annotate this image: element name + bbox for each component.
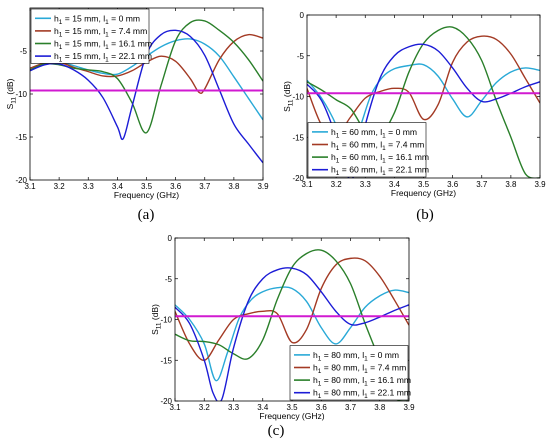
x-axis-label: Frequency (GHz)	[391, 188, 456, 198]
x-tick-label: 3.3	[360, 180, 372, 189]
y-tick-label: -10	[15, 90, 27, 99]
x-tick-label: 3.3	[228, 403, 240, 412]
y-tick-label: -15	[15, 133, 27, 142]
legend-entry-label: h1​ = 60 mm, l1​ = 22.1 mm	[331, 165, 429, 178]
x-tick-label: 3.4	[257, 403, 269, 412]
x-tick-label: 3.8	[374, 403, 386, 412]
x-tick-label: 3.1	[24, 182, 36, 191]
chart-panel-2: 3.1 3.2 3.3 3.4 3.5 3.6 3.7 3.8 3.9 0 -5 -10 -15 -20 F…	[282, 11, 546, 223]
chart-panel-1: 3.1 3.2 3.3 3.4 3.5 3.6 3.7 3.8 3.9 -5 -10 -15 -20 Fr…	[5, 7, 269, 223]
legend-entry-label: h1​ = 80 mm, l1​ = 0 mm	[313, 350, 399, 363]
y-tick-label: 0	[168, 234, 173, 243]
panel-label: (a)	[138, 207, 155, 223]
x-tick-label: 3.5	[141, 182, 153, 191]
plot-lines	[175, 249, 409, 401]
x-tick-label: 3.6	[316, 403, 328, 412]
legend-entry-label: h1​ = 80 mm, l1​ = 16.1 mm	[313, 375, 411, 388]
x-tick-label: 3.6	[447, 180, 459, 189]
y-axis-label: S11​ (dB)	[282, 81, 295, 112]
series-line-green	[175, 249, 409, 401]
x-tick-label: 3.9	[534, 180, 546, 189]
x-tick-label: 3.5	[418, 180, 430, 189]
series-line-red	[30, 33, 263, 95]
x-tick-label: 3.1	[169, 403, 181, 412]
y-tick-label: -5	[20, 47, 28, 56]
panel-label: (b)	[416, 207, 434, 223]
legend-entry-label: h1​ = 80 mm, l1​ = 7.4 mm	[313, 363, 406, 376]
legend-entry-label: h1​ = 15 mm, l1​ = 16.1 mm	[54, 39, 152, 52]
legend-entry-label: h1​ = 80 mm, l1​ = 22.1 mm	[313, 388, 411, 401]
x-tick-label: 3.6	[170, 182, 182, 191]
x-tick-label: 3.2	[331, 180, 343, 189]
y-tick-label: -20	[292, 174, 304, 183]
y-tick-label: -15	[292, 133, 304, 142]
legend-entry-label: h1​ = 15 mm, l1​ = 22.1 mm	[54, 51, 152, 64]
y-tick-label: -10	[292, 93, 304, 102]
series-line-blue	[175, 267, 409, 401]
panel-label: (c)	[268, 423, 285, 439]
x-tick-label: 3.5	[286, 403, 298, 412]
y-tick-label: -20	[15, 176, 27, 185]
x-tick-label: 3.3	[83, 182, 95, 191]
y-tick-label: -10	[160, 316, 172, 325]
y-tick-label: -5	[297, 52, 305, 61]
plot-lines	[30, 19, 263, 164]
legend-entry-label: h1​ = 60 mm, l1​ = 16.1 mm	[331, 152, 429, 165]
chart-panel-3: 3.1 3.2 3.3 3.4 3.5 3.6 3.7 3.8 3.9 0 -5 -10 -15 -20 F…	[150, 234, 415, 439]
x-tick-label: 3.2	[54, 182, 66, 191]
x-tick-label: 3.9	[403, 403, 415, 412]
x-tick-label: 3.8	[505, 180, 517, 189]
x-tick-label: 3.2	[199, 403, 211, 412]
series-line-cyan	[175, 286, 409, 382]
x-axis-label: Frequency (GHz)	[259, 411, 324, 421]
series-line-green	[307, 26, 540, 178]
x-tick-label: 3.7	[345, 403, 357, 412]
legend-entry-label: h1​ = 15 mm, l1​ = 0 mm	[54, 13, 140, 26]
legend-entry-label: h1​ = 60 mm, l1​ = 0 mm	[331, 127, 417, 140]
y-tick-label: -15	[160, 356, 172, 365]
x-tick-label: 3.4	[112, 182, 124, 191]
x-tick-label: 3.7	[476, 180, 488, 189]
x-tick-label: 3.7	[199, 182, 211, 191]
legend-entry-label: h1​ = 60 mm, l1​ = 7.4 mm	[331, 140, 424, 153]
x-tick-label: 3.9	[257, 182, 269, 191]
x-axis-label: Frequency (GHz)	[114, 190, 179, 200]
y-axis-label: S11​ (dB)	[150, 304, 163, 335]
series-line-blue	[30, 29, 263, 164]
x-tick-label: 3.4	[389, 180, 401, 189]
x-tick-label: 3.1	[301, 180, 313, 189]
y-tick-label: -5	[165, 275, 173, 284]
y-axis-label: S11​ (dB)	[5, 78, 18, 109]
series-line-red	[175, 257, 409, 361]
legend-entry-label: h1​ = 15 mm, l1​ = 7.4 mm	[54, 26, 147, 39]
y-tick-label: -20	[160, 397, 172, 406]
x-tick-label: 3.8	[228, 182, 240, 191]
y-tick-label: 0	[300, 11, 305, 20]
